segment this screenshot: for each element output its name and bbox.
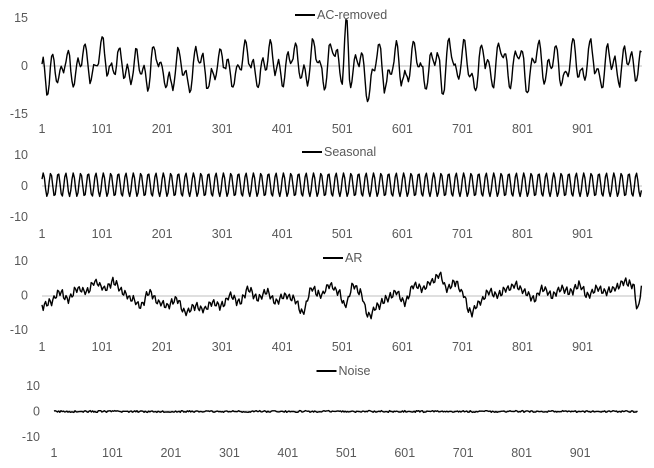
series-line-ar [41, 271, 643, 320]
legend-label: AC-removed [317, 8, 387, 22]
series-line-seasonal [41, 172, 643, 198]
x-tick-label: 101 [102, 446, 123, 460]
x-tick-label: 101 [92, 122, 113, 136]
y-tick-label: -15 [10, 107, 28, 121]
x-tick-label: 801 [512, 340, 533, 354]
legend: Seasonal [302, 145, 376, 159]
x-tick-label: 701 [452, 340, 473, 354]
series-line-noise [53, 409, 638, 414]
x-tick-label: 201 [152, 340, 173, 354]
x-tick-label: 101 [92, 340, 113, 354]
x-tick-label: 201 [152, 227, 173, 241]
y-tick-label: 0 [21, 289, 28, 303]
legend: AC-removed [295, 8, 387, 22]
legend-label: Seasonal [324, 145, 376, 159]
x-tick-label: 401 [272, 340, 293, 354]
legend-label: Noise [339, 364, 371, 378]
x-tick-label: 601 [394, 446, 415, 460]
x-tick-label: 801 [512, 227, 533, 241]
x-tick-label: 401 [277, 446, 298, 460]
panel-3: 10 0 -10 1 101 201 301 401 501 601 701 801 901 AR [10, 251, 643, 354]
y-tick-label: 15 [14, 11, 28, 25]
x-tick-label: 701 [453, 446, 474, 460]
x-tick-label: 501 [332, 340, 353, 354]
y-tick-label: -10 [10, 323, 28, 337]
x-tick-label: 901 [572, 340, 593, 354]
x-tick-label: 1 [51, 446, 58, 460]
x-tick-label: 401 [272, 122, 293, 136]
x-tick-label: 801 [512, 122, 533, 136]
x-tick-label: 901 [572, 122, 593, 136]
x-tick-label: 501 [336, 446, 357, 460]
x-tick-label: 301 [212, 340, 233, 354]
x-tick-label: 501 [332, 227, 353, 241]
y-tick-label: 0 [21, 59, 28, 73]
x-tick-label: 201 [152, 122, 173, 136]
x-tick-label: 301 [212, 227, 233, 241]
x-tick-label: 401 [272, 227, 293, 241]
x-tick-label: 601 [392, 122, 413, 136]
x-tick-label: 101 [92, 227, 113, 241]
x-tick-label: 601 [392, 227, 413, 241]
x-tick-label: 301 [219, 446, 240, 460]
x-tick-label: 901 [572, 227, 593, 241]
legend-label: AR [345, 251, 362, 265]
y-tick-label: 10 [14, 254, 28, 268]
panel-1: 15 0 -15 1 101 201 301 401 501 601 701 801 901 AC-rem… [10, 8, 642, 136]
x-tick-label: 1 [39, 227, 46, 241]
x-tick-label: 1 [39, 122, 46, 136]
panel-2: 10 0 -10 1 101 201 301 401 501 601 701 801 901 Season… [10, 145, 643, 241]
series-line-ac-removed [41, 19, 642, 103]
x-tick-label: 201 [160, 446, 181, 460]
y-tick-label: -10 [22, 430, 40, 444]
legend: Noise [316, 364, 371, 378]
x-tick-label: 601 [392, 340, 413, 354]
y-tick-label: -10 [10, 210, 28, 224]
x-tick-label: 701 [452, 122, 473, 136]
x-tick-label: 501 [332, 122, 353, 136]
y-tick-label: 10 [26, 379, 40, 393]
y-tick-label: 0 [21, 179, 28, 193]
panel-4: 10 0 -10 1 101 201 301 401 501 601 701 801 901 Noise [22, 364, 638, 460]
y-tick-label: 10 [14, 148, 28, 162]
x-tick-label: 1 [39, 340, 46, 354]
x-tick-label: 801 [511, 446, 532, 460]
y-tick-label: 0 [33, 405, 40, 419]
x-tick-label: 701 [452, 227, 473, 241]
x-tick-label: 901 [570, 446, 591, 460]
x-tick-label: 301 [212, 122, 233, 136]
legend: AR [323, 251, 362, 265]
